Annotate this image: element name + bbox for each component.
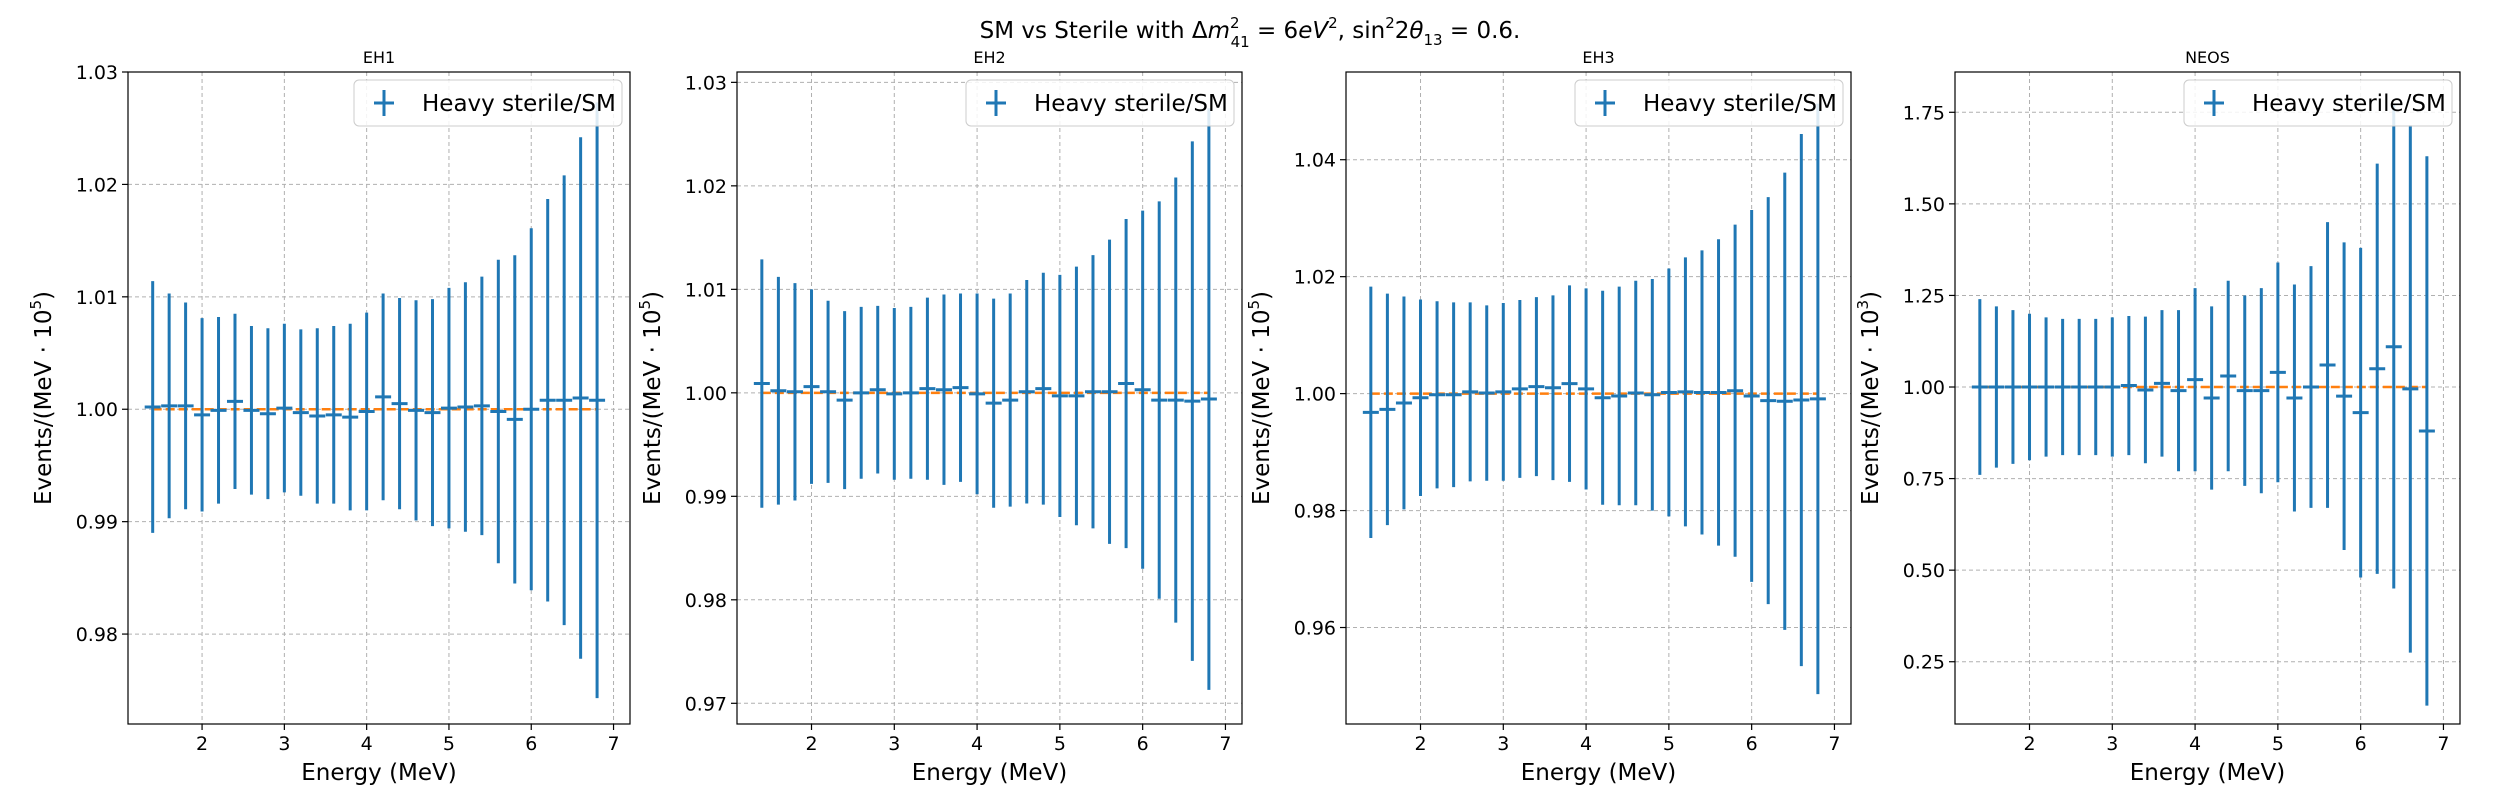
x-tick-label: 2 — [196, 733, 208, 755]
y-axis-label: Events/(MeV · 105) — [1245, 291, 1275, 505]
x-tick-label: 4 — [1580, 733, 1592, 755]
y-axis-label: Events/(MeV · 103) — [1854, 291, 1884, 505]
x-tick-label: 5 — [443, 733, 455, 755]
y-tick-label: 1.04 — [1294, 150, 1336, 172]
y-tick-label: 1.02 — [685, 176, 727, 198]
axes-frame — [1954, 71, 2461, 725]
x-tick-label: 2 — [805, 733, 817, 755]
y-tick-label: 1.03 — [76, 62, 118, 84]
x-tick-label: 7 — [1219, 733, 1231, 755]
y-tick-label: 1.00 — [1903, 377, 1945, 399]
y-tick-label: 1.00 — [685, 383, 727, 405]
panel-eh2: 2 3 4 5 6 7 0.97 0.98 0.99 1.00 1.01 1.02 1.03 EH2 Ene… — [636, 48, 1243, 786]
x-tick-label: 3 — [888, 733, 900, 755]
x-tick-label: 3 — [278, 733, 290, 755]
y-tick-label: 1.25 — [1903, 285, 1945, 307]
x-tick-label: 4 — [361, 733, 373, 755]
x-tick-label: 3 — [2106, 733, 2118, 755]
y-tick-label: 0.98 — [1294, 501, 1336, 523]
y-tick-label: 0.98 — [685, 590, 727, 612]
legend: Heavy sterile/SM — [2183, 79, 2453, 127]
x-tick-label: 4 — [971, 733, 983, 755]
y-axis-label: Events/(MeV · 105) — [27, 291, 57, 505]
x-tick-label: 3 — [1497, 733, 1509, 755]
y-tick-label: 1.01 — [685, 279, 727, 301]
x-tick-label: 5 — [1054, 733, 1066, 755]
x-axis-label: Energy (MeV) — [1521, 760, 1677, 786]
y-tick-label: 0.50 — [1903, 560, 1945, 582]
x-tick-label: 5 — [1663, 733, 1675, 755]
panel-title: NEOS — [2185, 48, 2230, 67]
panel-title: EH1 — [363, 48, 395, 67]
x-tick-label: 7 — [607, 733, 619, 755]
legend-box — [965, 79, 1235, 127]
x-tick-label: 6 — [1746, 733, 1758, 755]
legend: Heavy sterile/SM — [965, 79, 1235, 127]
panel-title: EH3 — [1582, 48, 1614, 67]
panel-eh1: 2 3 4 5 6 7 0.98 0.99 1.00 1.01 1.02 1.03 EH1 Energy … — [27, 48, 631, 786]
legend-label: Heavy sterile/SM — [422, 91, 616, 117]
legend: Heavy sterile/SM — [1574, 79, 1844, 127]
y-tick-label: 0.75 — [1903, 469, 1945, 491]
legend-label: Heavy sterile/SM — [2252, 91, 2446, 117]
x-tick-label: 5 — [2272, 733, 2284, 755]
y-tick-label: 1.01 — [76, 287, 118, 309]
y-tick-label: 0.25 — [1903, 652, 1945, 674]
y-tick-label: 1.03 — [685, 72, 727, 94]
panel-title: EH2 — [973, 48, 1005, 67]
y-tick-label: 1.75 — [1903, 102, 1945, 124]
x-tick-label: 6 — [1137, 733, 1149, 755]
y-tick-label: 0.98 — [76, 624, 118, 646]
y-tick-label: 0.99 — [76, 512, 118, 534]
x-tick-label: 7 — [1828, 733, 1840, 755]
x-tick-label: 6 — [2355, 733, 2367, 755]
y-tick-label: 1.50 — [1903, 194, 1945, 216]
panel-eh3: 2 3 4 5 6 7 0.96 0.98 1.00 1.02 1.04 EH3 Energy (MeV… — [1245, 48, 1852, 786]
x-tick-label: 2 — [2023, 733, 2035, 755]
y-tick-label: 0.96 — [1294, 618, 1336, 640]
x-axis-label: Energy (MeV) — [912, 760, 1068, 786]
legend-label: Heavy sterile/SM — [1034, 91, 1228, 117]
y-tick-label: 0.97 — [685, 693, 727, 715]
legend-label: Heavy sterile/SM — [1643, 91, 1837, 117]
axes-frame — [127, 71, 631, 725]
x-tick-label: 4 — [2189, 733, 2201, 755]
legend-box — [2183, 79, 2453, 127]
x-axis-label: Energy (MeV) — [301, 760, 457, 786]
y-tick-label: 0.99 — [685, 486, 727, 508]
figure-suptitle: SM vs Sterile with Δm2 41 = 6eV2, sin22θ1… — [980, 14, 1521, 51]
y-tick-label: 1.00 — [76, 399, 118, 421]
y-tick-label: 1.00 — [1294, 384, 1336, 406]
panel-neos: 2 3 4 5 6 7 0.25 0.50 0.75 1.00 1.25 1.50 1.75 NEOS En… — [1854, 48, 2461, 786]
y-axis-label: Events/(MeV · 105) — [636, 291, 666, 505]
x-tick-label: 6 — [525, 733, 537, 755]
x-axis-label: Energy (MeV) — [2130, 760, 2286, 786]
x-tick-label: 2 — [1414, 733, 1426, 755]
axes-frame — [736, 71, 1243, 725]
legend-box — [1574, 79, 1844, 127]
legend: Heavy sterile/SM — [353, 79, 623, 127]
axes-frame — [1345, 71, 1852, 725]
y-tick-label: 1.02 — [76, 174, 118, 196]
y-tick-label: 1.02 — [1294, 267, 1336, 289]
x-tick-label: 7 — [2437, 733, 2449, 755]
legend-box — [353, 79, 623, 127]
